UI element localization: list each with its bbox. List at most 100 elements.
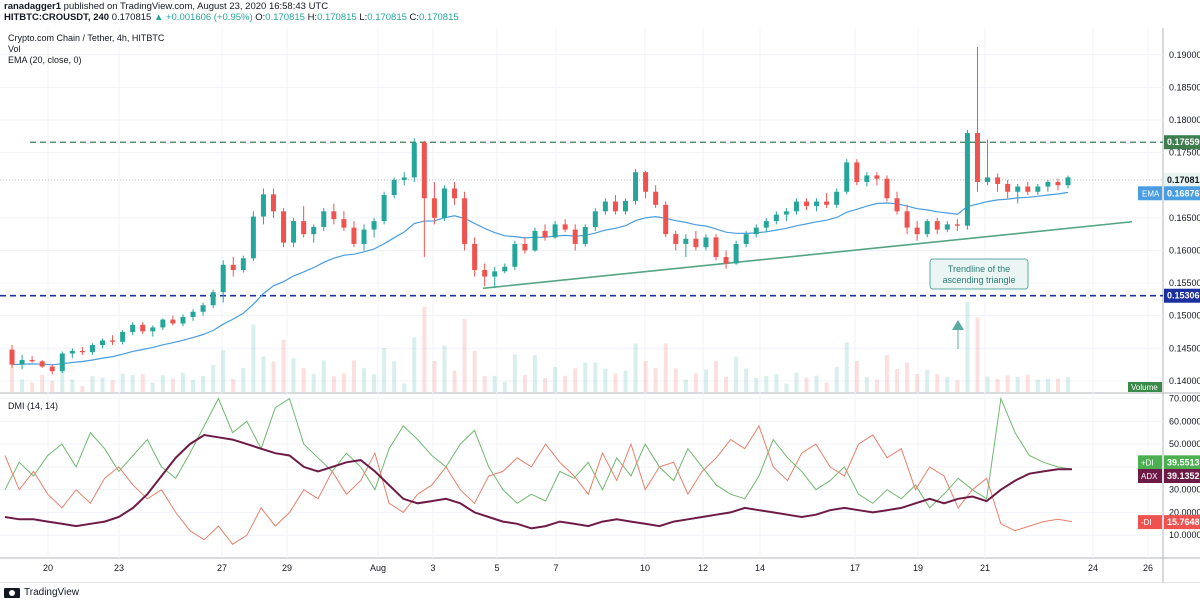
candle-body [281, 211, 287, 243]
volume-bar [221, 350, 226, 392]
close-value: 0.170815 [419, 12, 459, 23]
high-label: H: [307, 12, 318, 23]
candle-body [69, 350, 75, 354]
volume-bar [341, 373, 346, 392]
legend-dmi[interactable]: DMI (14, 14) [8, 401, 59, 411]
candle-body [884, 178, 890, 199]
time-tick-label: 3 [430, 563, 435, 573]
candle-body [622, 200, 628, 212]
volume-bar [472, 351, 477, 392]
volume-bar [532, 355, 537, 392]
volume-bar [905, 362, 910, 392]
dmi-series-adx [4, 433, 1072, 530]
volume-bar [784, 383, 789, 392]
volume-bar [160, 375, 165, 392]
candle-body [170, 319, 176, 324]
candle-body [462, 198, 468, 244]
legend-title[interactable]: Crypto.com Chain / Tether, 4h, HITBTC [8, 33, 165, 43]
candle-body [341, 219, 347, 228]
volume-bar [895, 369, 900, 392]
volume-bar [1035, 379, 1040, 392]
candle-body [89, 345, 95, 353]
time-tick-label: 10 [640, 563, 650, 573]
candle-body [663, 204, 669, 235]
time-tick-label: 17 [850, 563, 860, 573]
candle-body [582, 226, 588, 244]
tradingview-logo[interactable]: TradingView [4, 587, 79, 598]
candle-body [653, 191, 659, 205]
adx-value: 39.1352 [1167, 471, 1200, 481]
plus-di-value: 39.5513 [1167, 457, 1200, 467]
candle-body [502, 266, 508, 272]
volume-bar [754, 378, 759, 392]
dmi-legend: DMI (14, 14) [8, 401, 58, 412]
volume-bar [362, 368, 366, 392]
volume-bar [744, 368, 749, 392]
volume-bar [191, 379, 196, 392]
volume-bar [834, 367, 839, 392]
minus-di-value-bg [1164, 515, 1200, 530]
low-value: 0.170815 [367, 12, 407, 23]
open-value: 0.170815 [265, 12, 305, 23]
symbol-label: HITBTC:CROUSDT, 240 [4, 12, 110, 23]
candle-body [985, 177, 991, 182]
volume-bar [824, 382, 829, 392]
volume-bar [804, 377, 809, 392]
volume-bar [80, 386, 85, 392]
volume-bar [20, 379, 25, 392]
volume-tag: Volume [1131, 383, 1158, 392]
time-tick-label: 26 [1143, 563, 1153, 573]
candle-body [331, 211, 337, 220]
volume-bar [1025, 374, 1030, 392]
candle-body [834, 191, 840, 205]
legend-ema[interactable]: EMA (20, close, 0) [8, 55, 82, 65]
volume-bar [392, 361, 397, 392]
last-price: 0.170815 [111, 12, 152, 23]
volume-bar [563, 375, 568, 392]
candle-body [914, 227, 920, 235]
candle-body [190, 311, 196, 317]
volume-bar [1066, 377, 1070, 392]
legend-vol[interactable]: Vol [8, 44, 21, 54]
plus-di-tag: +DI [1141, 458, 1154, 467]
time-tick-label: 14 [755, 563, 765, 573]
candle-body [260, 194, 266, 217]
callout-arrow [952, 320, 964, 330]
volume-bar [140, 374, 145, 392]
candle-body [763, 221, 769, 228]
time-tick-label: 27 [217, 563, 227, 573]
volume-bar [301, 368, 306, 392]
resistance-price-label-bg [1164, 135, 1200, 150]
dmi-tick-label: 10.0000 [1169, 530, 1200, 540]
candle-body [401, 177, 407, 181]
volume-bar [543, 378, 548, 392]
volume-bar [714, 361, 718, 392]
volume-bar [915, 374, 920, 392]
candle-body [120, 331, 126, 342]
candle-body [19, 360, 25, 365]
candle-body [612, 201, 618, 212]
candle-body [522, 243, 528, 251]
volume-bar [653, 368, 658, 392]
dmi-tick-label: 60.0000 [1169, 416, 1200, 426]
volume-bar [623, 370, 628, 392]
candle-body [100, 340, 106, 346]
volume-bar [774, 374, 779, 392]
ascending-trendline [482, 220, 1133, 290]
annotation-box [929, 258, 1029, 290]
plus-di-value-bg [1164, 455, 1200, 470]
volume-bar [201, 376, 206, 392]
candle-body [924, 221, 930, 235]
author-name[interactable]: ranadagger1 [4, 1, 62, 12]
price-change: ▲ +0.001606 (+0.95%) [153, 12, 253, 23]
candle-body [723, 256, 729, 264]
candle-body [683, 238, 689, 244]
volume-bar [351, 360, 356, 392]
candle-body [1055, 181, 1061, 186]
candle-body [79, 350, 85, 353]
candle-body [180, 316, 186, 324]
candle-body [804, 201, 810, 207]
